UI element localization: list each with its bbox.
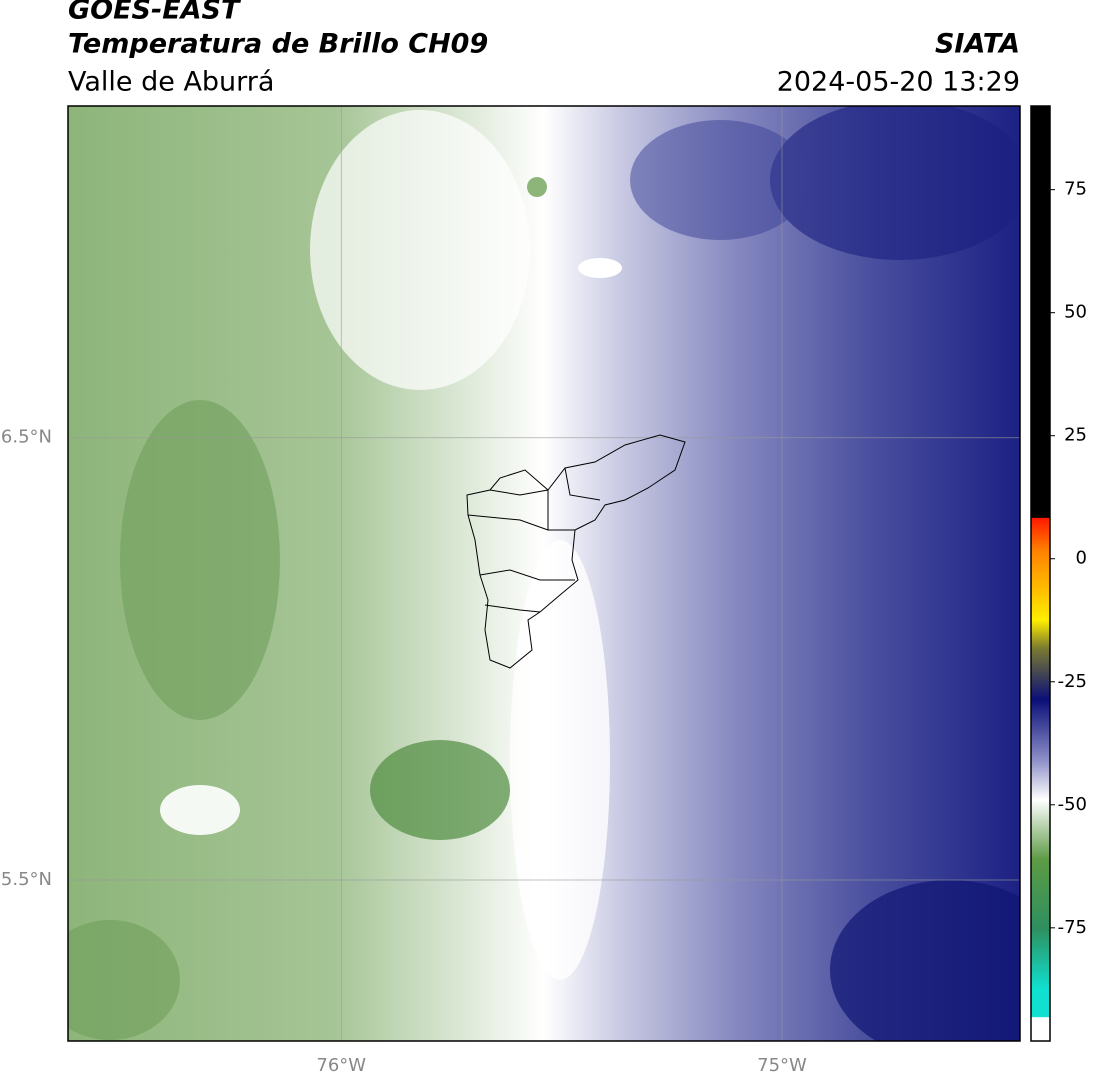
valle-de-aburra-outline xyxy=(466,434,686,669)
colorbar-tick-label: 50 xyxy=(1064,302,1087,323)
datetime: 2024-05-20 13:29 xyxy=(777,67,1020,98)
source: SIATA xyxy=(935,29,1020,60)
colorbar-tick-label: -50 xyxy=(1058,794,1087,815)
map-frame xyxy=(67,105,1021,1042)
colorbar-tick-label: -75 xyxy=(1058,917,1087,938)
title: GOES-EAST xyxy=(68,0,242,26)
region: Valle de Aburrá xyxy=(68,67,274,98)
y-tick-label: 5.5°N xyxy=(1,869,52,890)
satellite-field xyxy=(68,106,1020,1041)
y-tick-label: 6.5°N xyxy=(1,427,52,448)
colorbar-tick-label: 75 xyxy=(1064,179,1087,200)
colorbar xyxy=(1030,105,1051,1042)
colorbar-tick-label: 0 xyxy=(1076,548,1087,569)
colorbar-tick-label: 25 xyxy=(1064,425,1087,446)
subtitle: Temperatura de Brillo CH09 xyxy=(68,29,488,60)
x-tick-label: 76°W xyxy=(316,1055,366,1076)
x-tick-label: 75°W xyxy=(757,1055,807,1076)
colorbar-tick-label: -25 xyxy=(1058,671,1087,692)
